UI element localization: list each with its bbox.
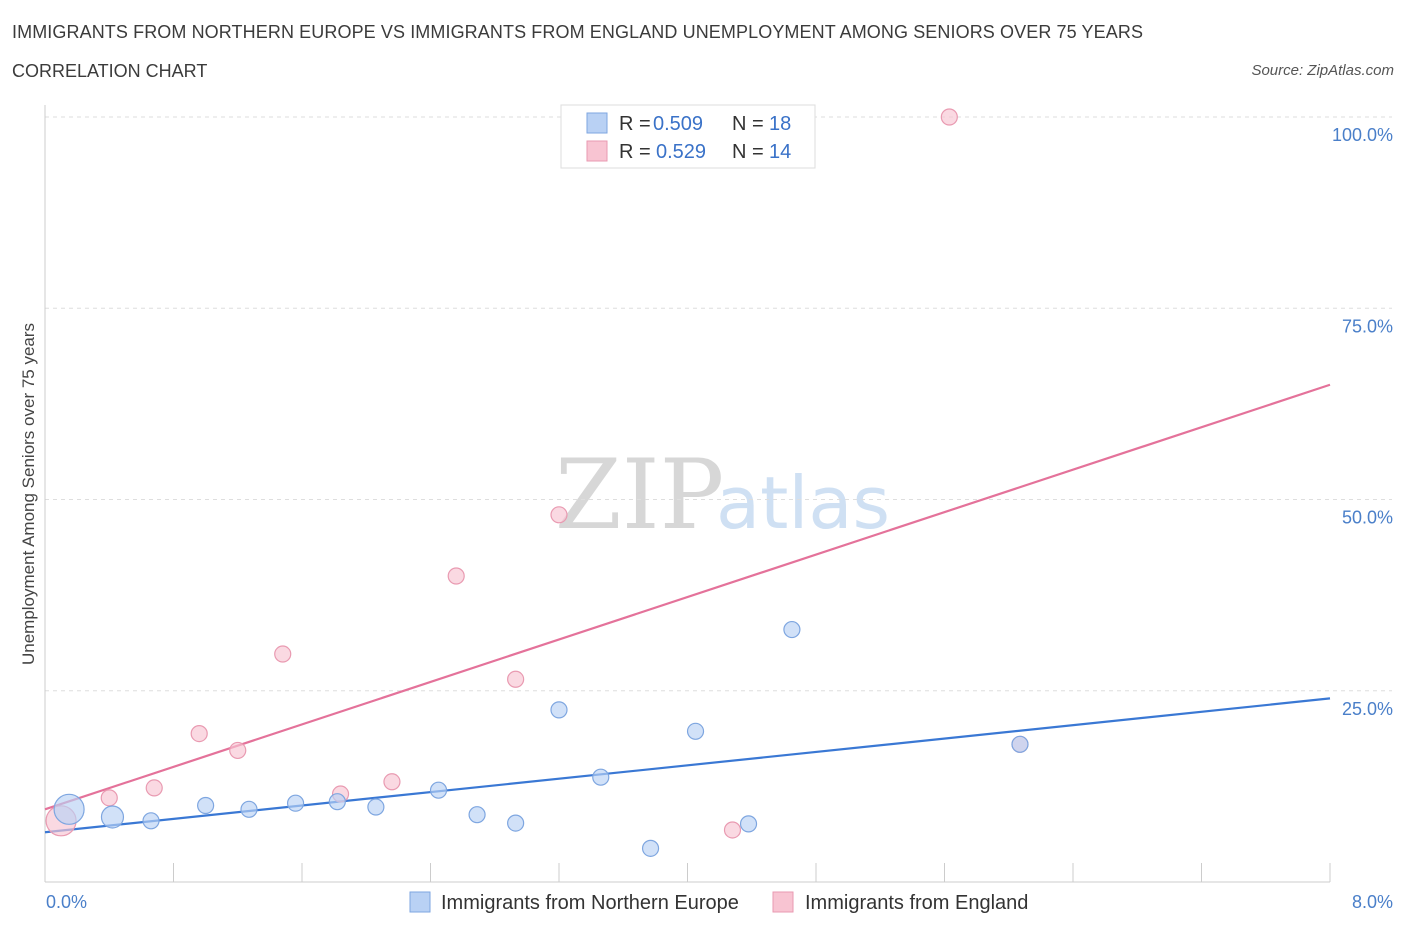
legend-pink-n-label: N = (732, 141, 764, 163)
data-point-england (274, 645, 292, 663)
y-tick-label: 75.0% (1342, 316, 1393, 336)
legend-swatch-blue (586, 112, 608, 134)
gridlines: 25.0% 50.0% 75.0% 100.0% (45, 116, 1393, 719)
data-point-england (723, 821, 742, 839)
data-point-northern-europe (1011, 735, 1029, 753)
legend-pink-n-value: 14 (769, 141, 791, 163)
data-point-northern-europe (328, 793, 346, 811)
trendline-england (44, 383, 1331, 811)
data-point-northern-europe (100, 805, 125, 829)
data-point-northern-europe (197, 796, 215, 815)
data-point-northern-europe (550, 701, 568, 719)
series-legend-label-pink: Immigrants from England (805, 892, 1028, 914)
legend-pink-r-value: 0.529 (656, 141, 706, 163)
data-point-northern-europe (686, 722, 705, 740)
legend-swatch-pink (586, 140, 608, 162)
data-point-england (145, 779, 163, 797)
series-legend-label-blue: Immigrants from Northern Europe (441, 892, 739, 914)
series-legend: Immigrants from Northern Europe Immigran… (409, 891, 1028, 914)
data-point-england (550, 506, 568, 524)
legend-blue-r-value: 0.509 (653, 113, 703, 135)
y-axis-label: Unemployment Among Seniors over 75 years (19, 323, 38, 665)
y-tick-label: 50.0% (1342, 508, 1393, 528)
data-point-northern-europe (240, 800, 258, 818)
data-point-northern-europe (53, 793, 85, 825)
legend-blue-n-label: N = (732, 113, 764, 135)
data-point-northern-europe (142, 812, 160, 830)
data-point-england (447, 567, 465, 585)
x-tick-label-min: 0.0% (46, 892, 87, 912)
data-point-northern-europe (429, 781, 448, 799)
data-point-england (229, 741, 247, 760)
axes (44, 105, 1331, 883)
data-point-northern-europe (468, 806, 486, 824)
data-points (45, 108, 1029, 857)
chart-subtitle: CORRELATION CHART (12, 61, 208, 81)
y-tick-label: 100.0% (1332, 125, 1393, 145)
data-point-northern-europe (286, 794, 305, 812)
series-legend-swatch-pink (772, 891, 794, 913)
trendline-northern-europe (44, 697, 1331, 834)
legend-blue-n-value: 18 (769, 113, 791, 135)
watermark-zip: ZIP (555, 439, 724, 551)
data-point-northern-europe (739, 815, 758, 833)
data-point-england (190, 724, 208, 743)
legend-blue-r-label: R = (619, 113, 651, 135)
source-credit: Source: ZipAtlas.com (1251, 62, 1394, 79)
chart-title: IMMIGRANTS FROM NORTHERN EUROPE VS IMMIG… (12, 22, 1144, 42)
data-point-northern-europe (592, 768, 610, 786)
y-tick-label: 25.0% (1342, 699, 1393, 719)
data-point-northern-europe (783, 620, 801, 639)
data-point-northern-europe (507, 814, 525, 832)
x-tick-label-max: 8.0% (1352, 892, 1393, 912)
trendlines (44, 383, 1331, 834)
legend-pink-r-label: R = (619, 141, 651, 163)
data-point-england (100, 789, 118, 807)
stats-legend: R = 0.509 N = 18 R = 0.529 N = 14 (560, 104, 816, 169)
data-point-england (940, 108, 958, 126)
series-legend-swatch-blue (409, 891, 431, 913)
data-point-northern-europe (641, 839, 660, 857)
watermark-atlas: atlas (716, 461, 890, 545)
data-point-england (507, 670, 525, 688)
data-point-northern-europe (367, 798, 385, 816)
data-point-england (383, 773, 401, 791)
